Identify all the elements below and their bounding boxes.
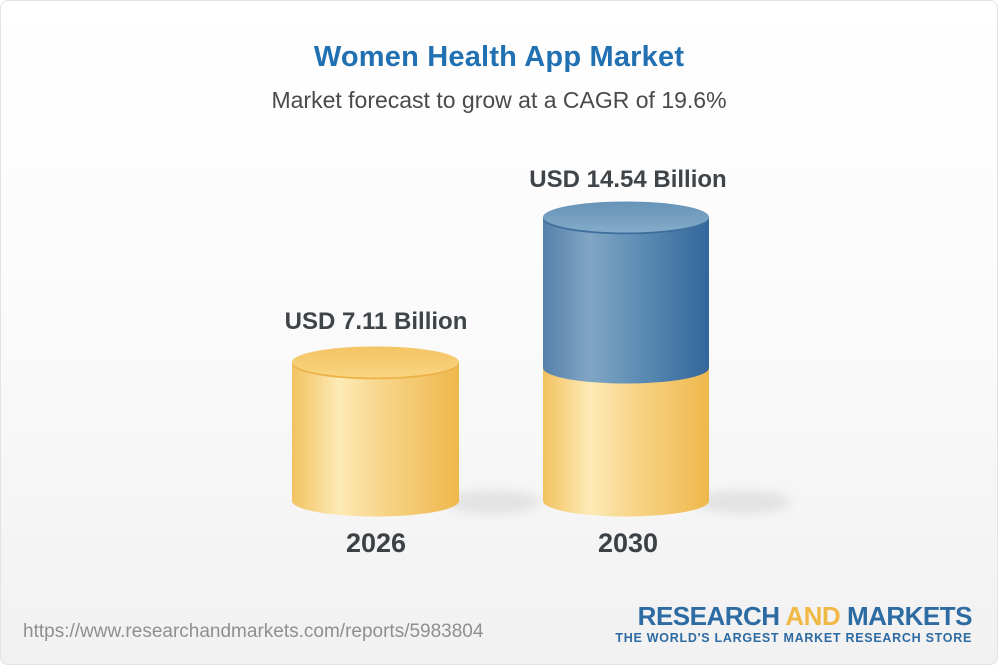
cylinder-shadow-2030	[695, 490, 791, 514]
cylinder-2030	[543, 201, 709, 517]
page-title: Women Health App Market	[313, 41, 685, 73]
logo-markets: MARKETS	[846, 601, 973, 631]
year-label-2026: 2026	[345, 528, 407, 558]
year-label-2030: 2030	[597, 528, 659, 558]
value-label-2026: USD 7.11 Billion	[284, 308, 468, 335]
cylinder-2030-yellow-segment	[543, 368, 709, 517]
value-label-2030: USD 14.54 Billion	[529, 166, 727, 193]
brand-logo: RESEARCH AND MARKETS THE WORLD'S LARGEST…	[615, 603, 972, 645]
cylinder-shadow-2026	[445, 490, 541, 514]
page-subtitle: Market forecast to grow at a CAGR of 19.…	[271, 87, 727, 113]
cylinder-2026	[292, 346, 459, 517]
logo-research: RESEARCH	[637, 601, 780, 631]
brand-logo-wordmark: RESEARCH AND MARKETS	[615, 601, 973, 631]
cylinder-2030-blue-segment	[543, 218, 709, 384]
logo-and: AND	[785, 601, 841, 631]
logo-tagline: THE WORLD'S LARGEST MARKET RESEARCH STOR…	[615, 631, 972, 645]
report-url: https://www.researchandmarkets.com/repor…	[23, 621, 484, 642]
